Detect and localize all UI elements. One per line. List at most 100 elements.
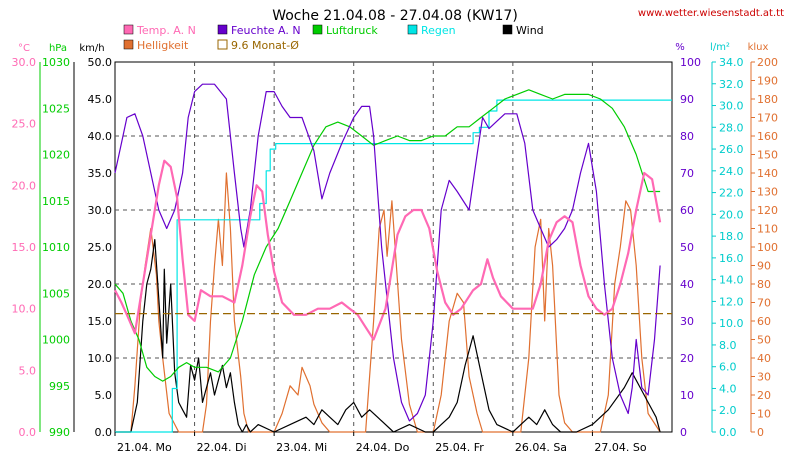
temp-tick-label: 10.0 <box>12 303 37 316</box>
temp-unit-label: °C <box>18 43 30 54</box>
rain-tick-label: 20.0 <box>719 208 744 221</box>
legend-item: Temp. A. N <box>123 24 196 37</box>
light-tick-label: 50 <box>757 334 771 347</box>
series-line-helligkeit <box>115 172 661 433</box>
humidity-tick-label: 60 <box>680 204 694 217</box>
series-line-temp-a-n <box>114 159 662 341</box>
light-tick-label: 140 <box>757 167 778 180</box>
x-tick-label: 23.04. Mi <box>276 441 327 454</box>
light-tick-label: 190 <box>757 75 778 88</box>
wind-tick-label: 20.0 <box>88 278 113 291</box>
light-tick-label: 30 <box>757 371 771 384</box>
light-tick-label: 130 <box>757 186 778 199</box>
pressure-tick-label: 1030 <box>42 56 70 69</box>
x-axis: 21.04. Mo 22.04. Di 23.04. Mi 24.04. Do 25.0… <box>114 432 647 454</box>
light-tick-label: 10 <box>757 408 771 421</box>
pressure-tick-label: 995 <box>49 380 70 393</box>
pressure-unit-label: hPa <box>49 43 67 54</box>
legend-swatch <box>217 24 228 35</box>
wind-tick-label: 40.0 <box>88 130 113 143</box>
humidity-tick-label: 100 <box>680 56 701 69</box>
x-tick-label: 27.04. So <box>594 441 646 454</box>
light-tick-label: 180 <box>757 93 778 106</box>
pressure-tick-label: 1025 <box>42 102 70 115</box>
humidity-tick-label: 30 <box>680 315 694 328</box>
source-url: www.wetter.wiesenstadt.at.tt <box>638 8 784 19</box>
x-tick-label: 25.04. Fr <box>435 441 484 454</box>
wind-tick-label: 15.0 <box>88 315 113 328</box>
light-tick-label: 150 <box>757 149 778 162</box>
rain-tick-label: 6.0 <box>719 361 737 374</box>
rain-tick-label: 10.0 <box>719 317 744 330</box>
x-tick-label: 26.04. Sa <box>515 441 567 454</box>
temp-tick-label: 15.0 <box>12 241 37 254</box>
legend-swatch <box>217 39 228 50</box>
wind-tick-label: 50.0 <box>88 56 113 69</box>
x-tick-label: 21.04. Mo <box>117 441 172 454</box>
legend-item: 9.6 Monat-Ø <box>217 39 299 52</box>
legend-item: Helligkeit <box>123 39 189 52</box>
rain-tick-label: 4.0 <box>719 382 737 395</box>
humidity-tick-label: 10 <box>680 389 694 402</box>
wind-tick-label: 30.0 <box>88 204 113 217</box>
humidity-tick-label: 90 <box>680 93 694 106</box>
pressure-tick-label: 990 <box>49 426 70 439</box>
rain-tick-label: 34.0 <box>719 56 744 69</box>
pressure-tick-label: 1000 <box>42 334 70 347</box>
legend-label: Luftdruck <box>326 24 378 37</box>
legend-label: Temp. A. N <box>136 24 196 37</box>
light-tick-label: 100 <box>757 241 778 254</box>
temp-tick-label: 30.0 <box>12 56 37 69</box>
rain-tick-label: 22.0 <box>719 187 744 200</box>
light-tick-label: 40 <box>757 352 771 365</box>
rain-tick-label: 2.0 <box>719 404 737 417</box>
light-tick-label: 70 <box>757 297 771 310</box>
legend-label: Wind <box>516 24 544 37</box>
legend: Temp. A. N Feuchte A. N Luftdruck Regen Wind… <box>123 24 544 52</box>
humidity-unit-label: % <box>675 42 685 53</box>
rain-unit-label: l/m² <box>710 42 730 53</box>
legend-label: Feuchte A. N <box>231 24 301 37</box>
humidity-tick-label: 40 <box>680 278 694 291</box>
wind-tick-label: 0.0 <box>95 426 113 439</box>
light-tick-label: 60 <box>757 315 771 328</box>
light-tick-label: 120 <box>757 204 778 217</box>
plot-area <box>114 61 673 433</box>
x-tick-label: 22.04. Di <box>197 441 247 454</box>
legend-item: Wind <box>502 24 544 37</box>
wind-tick-label: 35.0 <box>88 167 113 180</box>
legend-label: 9.6 Monat-Ø <box>231 39 299 52</box>
wind-unit-label: km/h <box>79 43 104 54</box>
rain-tick-label: 14.0 <box>719 274 744 287</box>
series-line-luftdruck <box>114 89 661 382</box>
legend-item: Luftdruck <box>312 24 378 37</box>
legend-swatch <box>407 24 418 35</box>
rain-tick-label: 30.0 <box>719 100 744 113</box>
rain-tick-label: 32.0 <box>719 78 744 91</box>
right-axes: 01020304050607080901000.02.04.06.08.010.… <box>680 56 778 439</box>
light-tick-label: 170 <box>757 112 778 125</box>
humidity-tick-label: 80 <box>680 130 694 143</box>
light-tick-label: 110 <box>757 223 778 236</box>
humidity-tick-label: 20 <box>680 352 694 365</box>
light-unit-label: klux <box>748 42 769 53</box>
legend-item: Feuchte A. N <box>217 24 301 37</box>
temp-tick-label: 5.0 <box>19 364 37 377</box>
humidity-tick-label: 50 <box>680 241 694 254</box>
chart-title: Woche 21.04.08 - 27.04.08 (KW17) <box>272 8 518 24</box>
light-tick-label: 160 <box>757 130 778 143</box>
legend-label: Regen <box>421 24 456 37</box>
temp-tick-label: 25.0 <box>12 118 37 131</box>
legend-swatch <box>502 24 513 35</box>
wind-tick-label: 5.0 <box>95 389 113 402</box>
rain-tick-label: 8.0 <box>719 339 737 352</box>
legend-swatch <box>312 24 323 35</box>
rain-tick-label: 16.0 <box>719 252 744 265</box>
rain-tick-label: 26.0 <box>719 143 744 156</box>
rain-tick-label: 18.0 <box>719 230 744 243</box>
plot-frame <box>114 61 673 433</box>
wind-tick-label: 10.0 <box>88 352 113 365</box>
rain-tick-label: 24.0 <box>719 165 744 178</box>
legend-item: Regen <box>407 24 456 37</box>
